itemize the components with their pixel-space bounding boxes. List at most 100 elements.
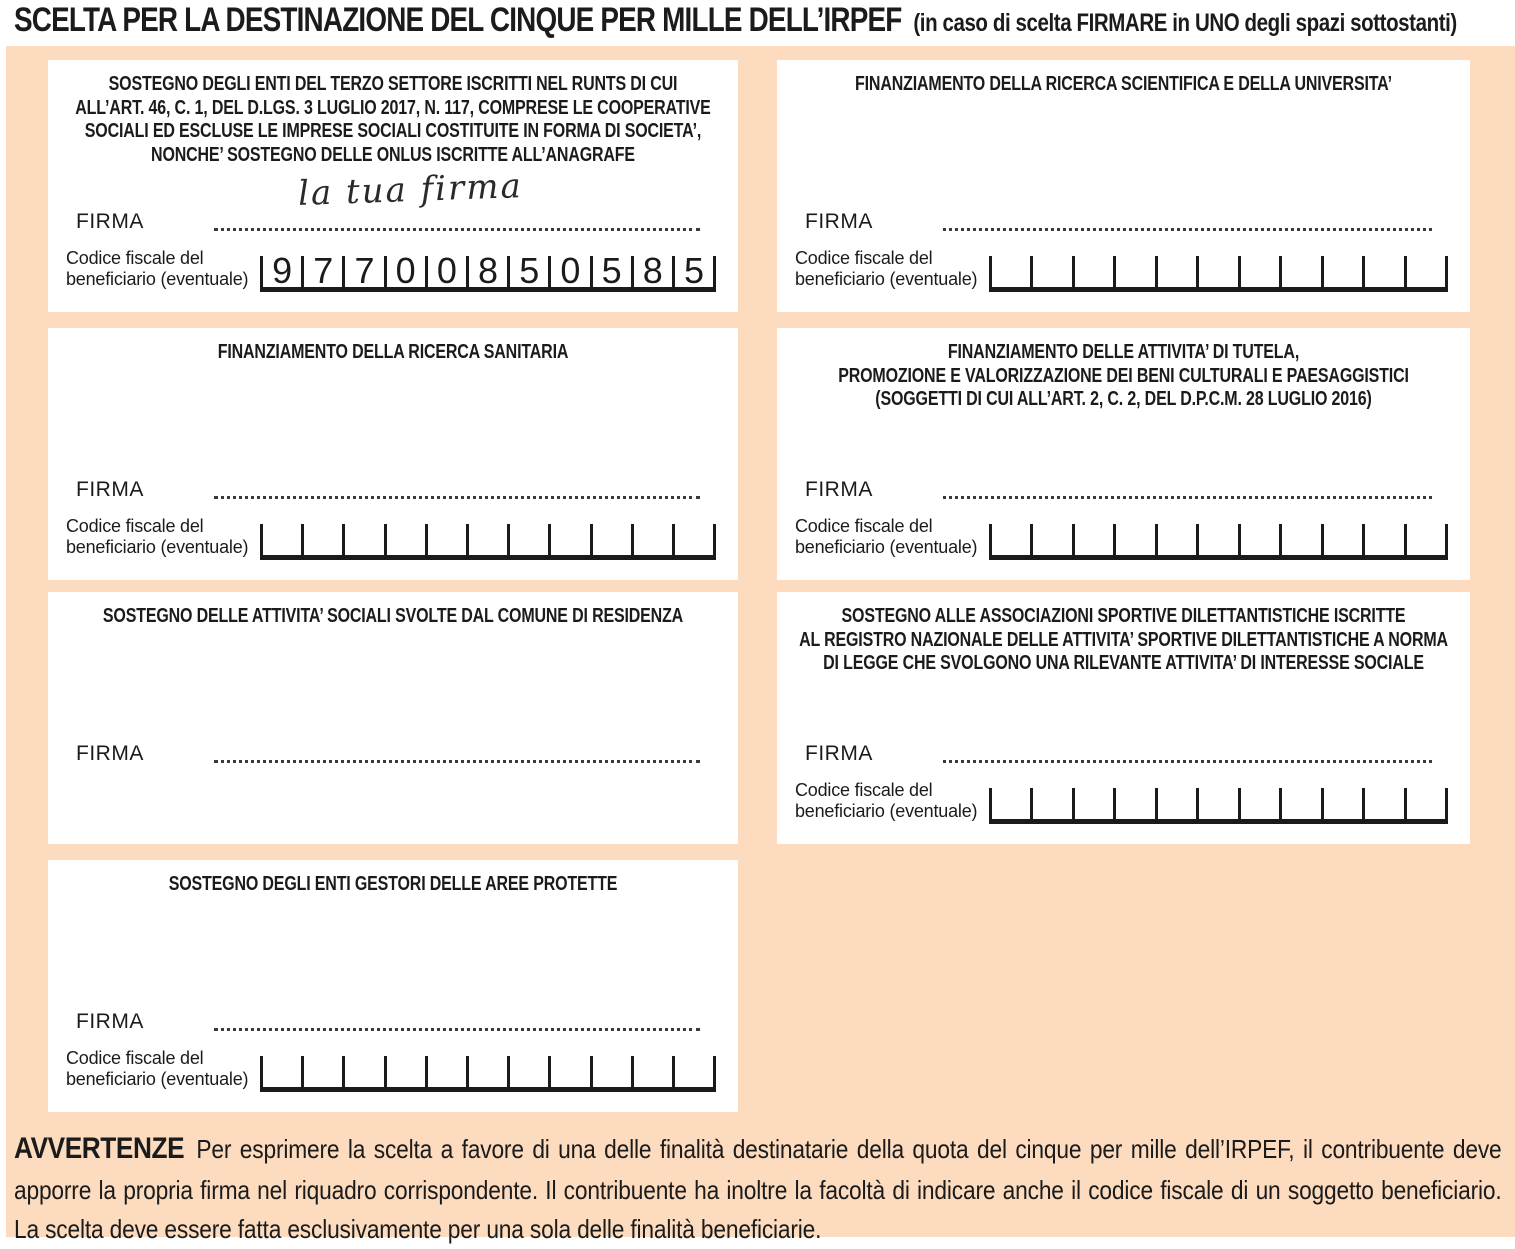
cf-digit[interactable] [989, 788, 1030, 819]
cf-digit[interactable]: 0 [383, 253, 425, 289]
cf-digit[interactable] [1113, 256, 1154, 287]
codice-fiscale-field[interactable] [989, 256, 1448, 292]
cf-digit[interactable] [260, 524, 301, 555]
cf-digit[interactable] [1071, 524, 1113, 555]
cf-digit[interactable] [1403, 256, 1445, 287]
cf-digit[interactable] [1362, 256, 1403, 287]
cf-digit[interactable] [1154, 524, 1196, 555]
codice-fiscale-field[interactable] [260, 524, 716, 560]
cf-digit[interactable] [671, 524, 713, 555]
cf-digit[interactable]: 5 [507, 253, 548, 289]
cf-digit[interactable] [1071, 788, 1113, 819]
cf-digit[interactable] [630, 524, 672, 555]
cf-digit[interactable] [1196, 256, 1237, 287]
cf-digit[interactable] [1071, 256, 1113, 287]
signature-line[interactable] [213, 496, 700, 499]
codice-fiscale-label: Codice fiscale del beneficiario (eventua… [66, 516, 249, 558]
cf-digit[interactable]: 9 [260, 253, 301, 289]
box-title: SOSTEGNO ALLE ASSOCIAZIONI SPORTIVE DILE… [799, 605, 1448, 675]
box-title: SOSTEGNO DEGLI ENTI DEL TERZO SETTORE IS… [75, 73, 711, 166]
cf-digit[interactable] [1154, 256, 1196, 287]
cf-digit[interactable] [424, 524, 466, 555]
cf-digit[interactable] [1196, 788, 1237, 819]
cf-digit[interactable] [1362, 788, 1403, 819]
codice-fiscale-field[interactable] [989, 524, 1448, 560]
cf-digit[interactable] [1237, 524, 1279, 555]
cf-digit[interactable] [1154, 788, 1196, 819]
cf-digit[interactable]: 5 [589, 253, 631, 289]
codice-fiscale-label: Codice fiscale del beneficiario (eventua… [66, 1048, 249, 1090]
avvertenze-heading: AVVERTENZE [14, 1132, 185, 1165]
cf-digit[interactable] [507, 524, 548, 555]
firma-row: FIRMA [805, 206, 1432, 234]
choice-box-terzo-settore: SOSTEGNO DEGLI ENTI DEL TERZO SETTORE IS… [48, 60, 738, 312]
page-title: SCELTA PER LA DESTINAZIONE DEL CINQUE PE… [14, 1, 1457, 40]
codice-fiscale-field[interactable]: 9 7 7 0 0 8 5 0 5 8 5 [260, 253, 716, 292]
cf-digit[interactable] [630, 1056, 672, 1087]
choice-box-ricerca-scientifica: FINANZIAMENTO DELLA RICERCA SCIENTIFICA … [777, 60, 1470, 312]
cf-digit[interactable] [1403, 524, 1445, 555]
box-title: SOSTEGNO DELLE ATTIVITA’ SOCIALI SVOLTE … [102, 605, 684, 627]
cf-digit[interactable] [1030, 256, 1071, 287]
firma-row: FIRMA [805, 474, 1432, 502]
cf-digit[interactable] [1196, 524, 1237, 555]
cf-digit[interactable]: 0 [548, 253, 589, 289]
codice-fiscale-field[interactable] [260, 1056, 716, 1092]
cf-digit[interactable] [1279, 788, 1320, 819]
firma-label: FIRMA [805, 478, 873, 501]
signature-line[interactable] [942, 496, 1432, 499]
cf-digit[interactable] [548, 524, 589, 555]
cf-digit[interactable] [383, 524, 425, 555]
cf-digit[interactable]: 5 [671, 253, 713, 289]
cf-digit[interactable] [465, 524, 507, 555]
cf-digit[interactable] [383, 1056, 425, 1087]
firma-label: FIRMA [76, 478, 144, 501]
cf-digit[interactable] [989, 256, 1030, 287]
codice-fiscale-label: Codice fiscale del beneficiario (eventua… [795, 516, 978, 558]
avvertenze-text: Per esprimere la scelta a favore di una … [14, 1134, 1502, 1244]
signature-line[interactable] [942, 760, 1432, 763]
codice-fiscale-label: Codice fiscale del beneficiario (eventua… [66, 248, 249, 290]
signature-line[interactable] [213, 1028, 700, 1031]
cf-digit[interactable] [342, 1056, 383, 1087]
cf-digit[interactable]: 8 [630, 253, 672, 289]
cf-digit[interactable] [301, 1056, 342, 1087]
signature-line[interactable] [213, 228, 700, 231]
cf-digit[interactable] [589, 1056, 631, 1087]
cf-digit[interactable] [1113, 788, 1154, 819]
cf-digit[interactable]: 0 [424, 253, 466, 289]
cf-digit[interactable] [1237, 788, 1279, 819]
cf-digit[interactable] [301, 524, 342, 555]
cf-digit[interactable] [342, 524, 383, 555]
cf-digit[interactable] [507, 1056, 548, 1087]
cf-digit[interactable] [1237, 256, 1279, 287]
cf-digit[interactable] [1279, 256, 1320, 287]
cf-digit[interactable] [989, 524, 1030, 555]
cf-digit[interactable] [1320, 256, 1362, 287]
signature-line[interactable] [213, 760, 700, 763]
page-title-main: SCELTA PER LA DESTINAZIONE DEL CINQUE PE… [14, 1, 902, 39]
cf-digit[interactable] [424, 1056, 466, 1087]
cf-digit[interactable] [1403, 788, 1445, 819]
choice-box-comune-residenza: SOSTEGNO DELLE ATTIVITA’ SOCIALI SVOLTE … [48, 592, 738, 844]
choice-box-ricerca-sanitaria: FINANZIAMENTO DELLA RICERCA SANITARIA FI… [48, 328, 738, 580]
signature-line[interactable] [942, 228, 1432, 231]
cf-digit[interactable] [260, 1056, 301, 1087]
codice-fiscale-field[interactable] [989, 788, 1448, 824]
cf-digit[interactable] [465, 1056, 507, 1087]
cf-digit[interactable] [1030, 788, 1071, 819]
cf-digit[interactable] [1279, 524, 1320, 555]
cf-digit[interactable] [1113, 524, 1154, 555]
cf-digit[interactable] [589, 524, 631, 555]
cf-digit[interactable] [548, 1056, 589, 1087]
cf-digit[interactable]: 7 [301, 253, 342, 289]
cf-digit[interactable]: 7 [342, 253, 383, 289]
cf-digit[interactable]: 8 [465, 253, 507, 289]
cf-digit[interactable] [1030, 524, 1071, 555]
firma-label: FIRMA [76, 1010, 144, 1033]
cf-digit[interactable] [1362, 524, 1403, 555]
cf-digit[interactable] [671, 1056, 713, 1087]
cf-digit[interactable] [1320, 788, 1362, 819]
cf-digit[interactable] [1320, 524, 1362, 555]
firma-row: FIRMA [805, 738, 1432, 766]
